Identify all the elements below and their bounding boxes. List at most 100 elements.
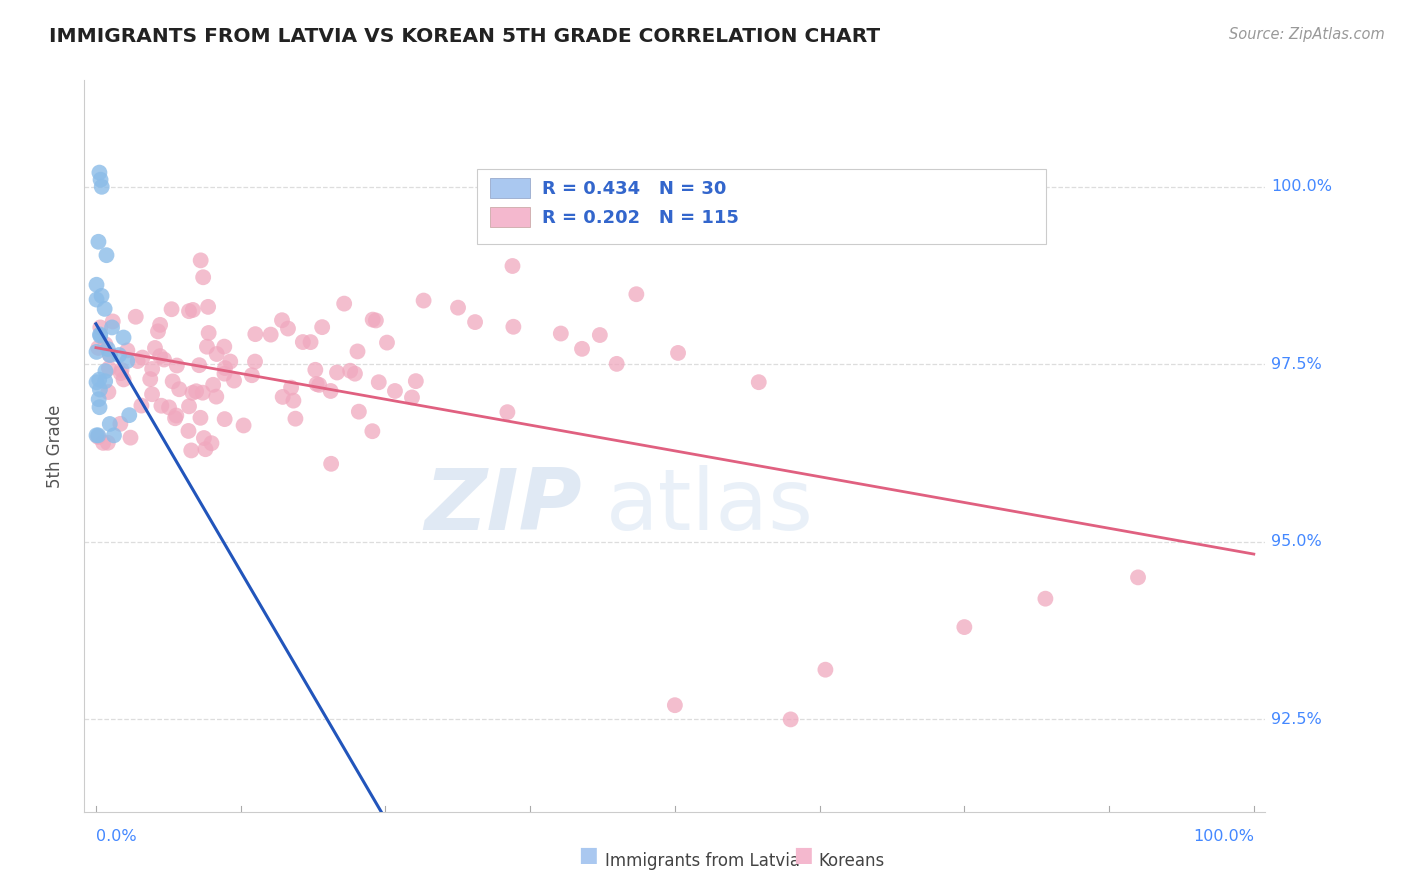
Point — [283, 393, 305, 408]
Point — [364, 313, 387, 327]
Point — [190, 410, 212, 425]
Point — [361, 424, 384, 438]
Point — [143, 341, 166, 355]
Point — [779, 713, 801, 727]
Point — [260, 327, 283, 342]
Point — [305, 376, 328, 391]
Point — [319, 384, 342, 398]
Point — [90, 179, 112, 194]
Point — [214, 412, 236, 426]
Point — [666, 346, 689, 360]
Point — [748, 375, 770, 389]
Point — [90, 172, 112, 186]
Point — [180, 443, 202, 458]
Point — [98, 348, 121, 362]
Point — [89, 373, 111, 387]
Point — [205, 347, 228, 361]
Point — [87, 430, 110, 444]
Text: 95.0%: 95.0% — [1271, 534, 1322, 549]
Point — [191, 385, 214, 400]
Point — [90, 289, 112, 303]
Point — [188, 358, 211, 372]
Point — [284, 411, 307, 425]
Text: 92.5%: 92.5% — [1271, 712, 1322, 727]
Point — [194, 442, 217, 457]
Point — [190, 253, 212, 268]
Point — [200, 436, 222, 450]
Point — [87, 235, 110, 249]
Point — [401, 391, 423, 405]
Point — [96, 248, 118, 262]
Text: 97.5%: 97.5% — [1271, 357, 1322, 372]
Point — [214, 367, 236, 381]
Point — [160, 302, 183, 317]
Point — [311, 320, 333, 334]
Point — [89, 320, 111, 334]
Point — [219, 354, 242, 368]
Text: Koreans: Koreans — [818, 852, 884, 870]
Point — [321, 457, 343, 471]
Text: atlas: atlas — [606, 465, 814, 548]
Bar — [489, 178, 530, 198]
Point — [112, 372, 135, 386]
Point — [375, 335, 398, 350]
Point — [339, 364, 361, 378]
Point — [181, 302, 204, 317]
Point — [271, 390, 294, 404]
Point — [240, 368, 263, 383]
Point — [346, 344, 368, 359]
Point — [606, 357, 628, 371]
Point — [502, 319, 524, 334]
Point — [86, 277, 108, 292]
FancyBboxPatch shape — [478, 169, 1046, 244]
Point — [110, 366, 132, 380]
Point — [214, 340, 236, 354]
Point — [108, 348, 131, 362]
Text: R = 0.434   N = 30: R = 0.434 N = 30 — [541, 180, 725, 198]
Point — [141, 362, 163, 376]
Point — [177, 400, 200, 414]
Point — [149, 318, 172, 332]
Point — [814, 663, 837, 677]
Text: ■: ■ — [578, 846, 598, 865]
Point — [139, 372, 162, 386]
Point — [149, 349, 172, 363]
Point — [291, 334, 314, 349]
Point — [232, 418, 254, 433]
Point — [664, 698, 686, 713]
Point — [97, 342, 120, 356]
Point — [94, 364, 117, 378]
Point — [89, 400, 111, 414]
Point — [271, 313, 294, 327]
Point — [181, 385, 204, 400]
Point — [347, 405, 370, 419]
Point — [118, 408, 141, 422]
Point — [127, 354, 149, 368]
Point — [150, 399, 173, 413]
Point — [157, 401, 180, 415]
Point — [195, 340, 218, 354]
Point — [343, 367, 366, 381]
Point — [186, 384, 208, 399]
Point — [94, 337, 117, 351]
Point — [98, 417, 121, 431]
Point — [280, 381, 302, 395]
Point — [87, 341, 110, 355]
Text: 5th Grade: 5th Grade — [46, 404, 65, 488]
Point — [120, 431, 142, 445]
Point — [243, 354, 266, 368]
Point — [447, 301, 470, 315]
Point — [299, 335, 322, 350]
Text: Source: ZipAtlas.com: Source: ZipAtlas.com — [1229, 27, 1385, 42]
Point — [101, 314, 124, 328]
Point — [94, 374, 117, 388]
Point — [110, 363, 132, 377]
Point — [167, 382, 190, 396]
Point — [197, 300, 219, 314]
Point — [1035, 591, 1057, 606]
Point — [97, 361, 120, 376]
Point — [550, 326, 572, 341]
Point — [191, 270, 214, 285]
Point — [326, 366, 349, 380]
Point — [110, 417, 132, 431]
